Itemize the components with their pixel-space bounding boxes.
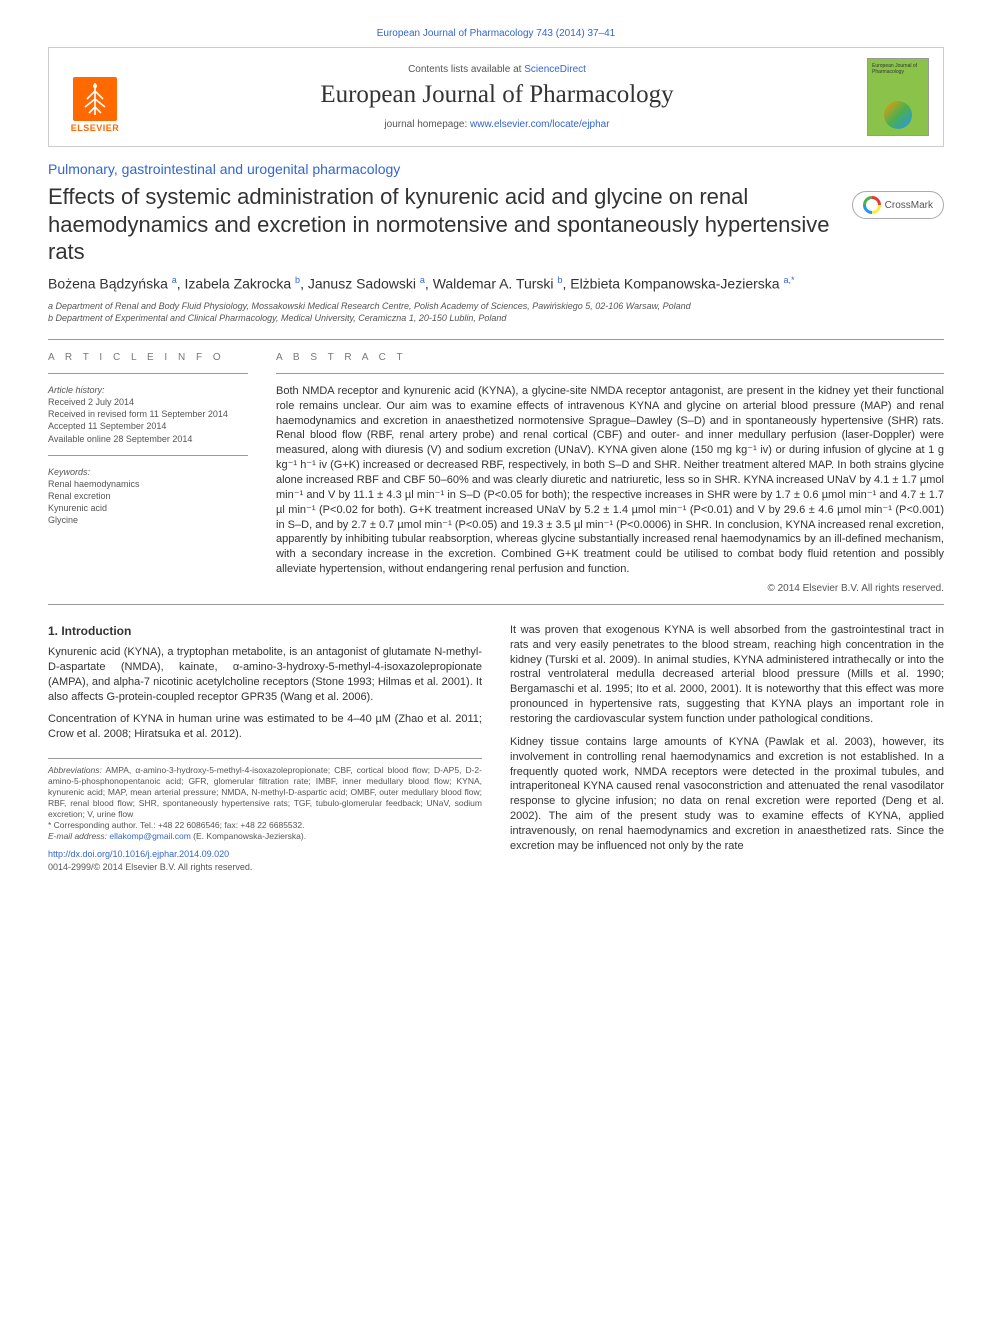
homepage-link[interactable]: www.elsevier.com/locate/ejphar: [470, 119, 610, 130]
authors: Bożena Bądzyńska a, Izabela Zakrocka b, …: [48, 274, 944, 294]
body-paragraph: It was proven that exogenous KYNA is wel…: [510, 623, 944, 727]
contents-prefix: Contents lists available at: [408, 64, 524, 75]
journal-cover: European Journal of Pharmacology: [867, 58, 929, 136]
keyword: Renal excretion: [48, 490, 248, 502]
history-label: Article history:: [48, 384, 248, 396]
history-line: Available online 28 September 2014: [48, 433, 248, 445]
doi-link[interactable]: http://dx.doi.org/10.1016/j.ejphar.2014.…: [48, 849, 229, 859]
issn-line: 0014-2999/© 2014 Elsevier B.V. All right…: [48, 861, 482, 873]
journal-cover-title: European Journal of Pharmacology: [872, 63, 924, 75]
crossmark-badge[interactable]: CrossMark: [852, 191, 944, 219]
elsevier-tree-icon: [73, 77, 117, 121]
header-citation: European Journal of Pharmacology 743 (20…: [48, 28, 944, 39]
keyword: Glycine: [48, 514, 248, 526]
article-info: A R T I C L E I N F O Article history: R…: [48, 352, 248, 594]
elsevier-label: ELSEVIER: [71, 123, 120, 133]
body-paragraph: Concentration of KYNA in human urine was…: [48, 712, 482, 742]
email-suffix: (E. Kompanowska-Jezierska).: [191, 831, 306, 841]
divider: [48, 373, 248, 374]
email-label: E-mail address:: [48, 831, 109, 841]
abbrev-text: AMPA, α-amino-3-hydroxy-5-methyl-4-isoxa…: [48, 765, 482, 819]
article-title: Effects of systemic administration of ky…: [48, 183, 836, 266]
divider: [48, 339, 944, 340]
keyword: Renal haemodynamics: [48, 478, 248, 490]
corresponding-author: * Corresponding author. Tel.: +48 22 608…: [48, 820, 482, 831]
journal-title: European Journal of Pharmacology: [127, 81, 867, 109]
info-heading: A R T I C L E I N F O: [48, 352, 248, 363]
journal-homepage: journal homepage: www.elsevier.com/locat…: [127, 119, 867, 130]
masthead: ELSEVIER Contents lists available at Sci…: [48, 47, 944, 147]
abstract-copyright: © 2014 Elsevier B.V. All rights reserved…: [276, 583, 944, 594]
email-link[interactable]: ellakomp@gmail.com: [109, 831, 190, 841]
crossmark-label: CrossMark: [885, 200, 933, 211]
body-column-right: It was proven that exogenous KYNA is wel…: [510, 623, 944, 873]
divider: [48, 604, 944, 605]
affiliation-a: a Department of Renal and Body Fluid Phy…: [48, 300, 944, 313]
divider: [276, 373, 944, 374]
abstract-text: Both NMDA receptor and kynurenic acid (K…: [276, 384, 944, 577]
keywords-label: Keywords:: [48, 466, 248, 478]
keyword: Kynurenic acid: [48, 502, 248, 514]
affiliations: a Department of Renal and Body Fluid Phy…: [48, 300, 944, 325]
abstract-heading: A B S T R A C T: [276, 352, 944, 363]
contents-line: Contents lists available at ScienceDirec…: [127, 64, 867, 75]
abbrev-label: Abbreviations:: [48, 765, 102, 775]
elsevier-logo: ELSEVIER: [63, 61, 127, 133]
section-label: Pulmonary, gastrointestinal and urogenit…: [48, 161, 944, 177]
history-line: Accepted 11 September 2014: [48, 420, 248, 432]
affiliation-b: b Department of Experimental and Clinica…: [48, 312, 944, 325]
abstract: A B S T R A C T Both NMDA receptor and k…: [276, 352, 944, 594]
crossmark-icon: [863, 196, 881, 214]
sciencedirect-link[interactable]: ScienceDirect: [524, 64, 586, 75]
intro-heading: 1. Introduction: [48, 623, 482, 639]
journal-cover-logo-icon: [884, 101, 912, 129]
history-line: Received 2 July 2014: [48, 396, 248, 408]
history-line: Received in revised form 11 September 20…: [48, 408, 248, 420]
divider: [48, 455, 248, 456]
body-paragraph: Kidney tissue contains large amounts of …: [510, 735, 944, 854]
homepage-prefix: journal homepage:: [384, 119, 470, 130]
footnotes: Abbreviations: AMPA, α-amino-3-hydroxy-5…: [48, 758, 482, 842]
body-paragraph: Kynurenic acid (KYNA), a tryptophan meta…: [48, 645, 482, 704]
body-column-left: 1. Introduction Kynurenic acid (KYNA), a…: [48, 623, 482, 873]
